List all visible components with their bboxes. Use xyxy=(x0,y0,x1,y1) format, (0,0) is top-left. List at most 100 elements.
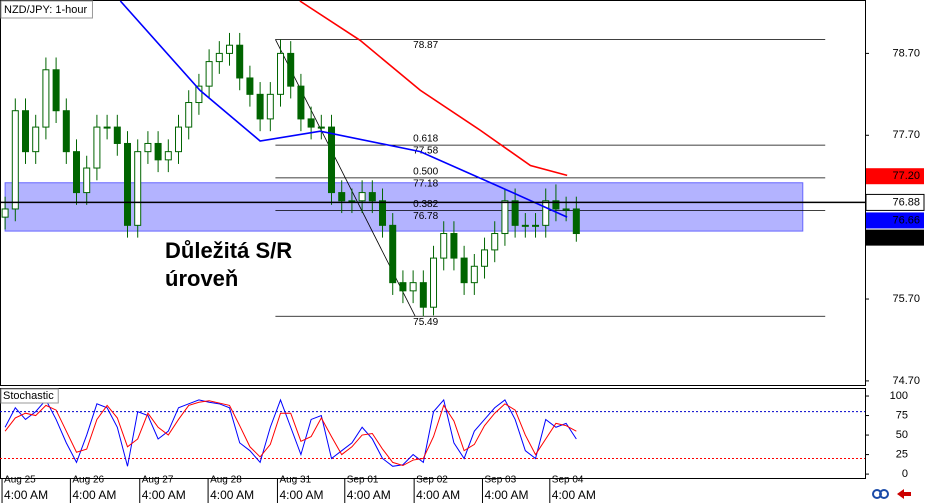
candle-body xyxy=(317,126,325,129)
x-tick-label: Aug 26 xyxy=(72,475,104,486)
price-tag-label: 76.66 xyxy=(892,214,920,226)
y-tick-label: 75.70 xyxy=(892,293,920,305)
candle-body xyxy=(195,85,203,104)
candle-body xyxy=(185,102,193,128)
candle-body xyxy=(511,200,519,226)
candle-body xyxy=(552,200,560,210)
candle-body xyxy=(287,52,295,87)
candle-body xyxy=(113,126,121,144)
candle-body xyxy=(1,208,9,218)
candle-body xyxy=(124,142,132,226)
candle-body xyxy=(358,192,366,202)
x-tick-sublabel: 4:00 AM xyxy=(142,488,186,502)
candle-body xyxy=(419,282,427,308)
candle-body xyxy=(440,233,448,259)
candle-body xyxy=(307,118,315,128)
y-tick-label: 75 xyxy=(896,409,908,421)
x-tick-sublabel: 4:00 AM xyxy=(416,488,460,502)
candle-body xyxy=(73,151,81,194)
candle-body xyxy=(399,282,407,292)
stochastic-line xyxy=(4,398,577,467)
candle-body xyxy=(226,44,234,54)
candle-body xyxy=(328,126,336,194)
x-tick-sublabel: 4:00 AM xyxy=(279,488,323,502)
candle-body xyxy=(144,142,152,153)
candle-body xyxy=(175,126,183,153)
x-tick-label: Sep 04 xyxy=(552,475,584,486)
candle-body xyxy=(532,224,540,227)
x-tick-sublabel: 4:00 AM xyxy=(72,488,116,502)
price-tag-label: 76.45 xyxy=(892,232,920,244)
price-tag-label: 77.20 xyxy=(892,170,920,182)
candle-body xyxy=(32,126,40,153)
y-tick-label: 25 xyxy=(896,448,908,460)
candle-body xyxy=(22,110,30,153)
candle-body xyxy=(379,200,387,226)
candle-body xyxy=(256,93,264,120)
candle-body xyxy=(562,208,570,211)
candle-body xyxy=(266,93,274,120)
annotation: Důležitá S/R xyxy=(165,238,292,263)
candle-body xyxy=(205,61,213,87)
y-tick-label: 50 xyxy=(896,429,908,441)
chart-title: NZD/JPY: 1-hour xyxy=(4,4,87,16)
x-tick-label: Aug 25 xyxy=(4,475,36,486)
moving-average xyxy=(119,0,568,218)
candle-body xyxy=(572,208,580,235)
candle-body xyxy=(62,110,70,153)
moving-average xyxy=(299,0,568,177)
y-tick-label: 100 xyxy=(890,390,908,402)
panel-title: Stochastic xyxy=(3,390,54,402)
candle-body xyxy=(348,200,356,203)
panel-title-box xyxy=(0,388,59,404)
y-tick-label: 0 xyxy=(902,468,908,480)
fib-ratio-label: 0.382 xyxy=(413,199,438,210)
fib-ratio-label: 0.500 xyxy=(413,166,438,177)
fib-value-label: 76.78 xyxy=(413,211,438,222)
price-tag xyxy=(866,212,924,229)
candle-body xyxy=(338,192,346,202)
back-icon[interactable] xyxy=(897,489,911,499)
price-tag-label: 76.88 xyxy=(892,196,920,208)
candle-body xyxy=(297,85,305,120)
x-tick-sublabel: 4:00 AM xyxy=(484,488,528,502)
candle-body xyxy=(389,224,397,284)
fib-value-label: 75.49 xyxy=(413,317,438,328)
x-tick-sublabel: 4:00 AM xyxy=(552,488,596,502)
candle-body xyxy=(103,126,111,129)
annotation: úroveň xyxy=(165,266,238,291)
price-tag xyxy=(866,229,924,246)
x-tick-sublabel: 4:00 AM xyxy=(347,488,391,502)
stochastic-panel xyxy=(0,388,866,479)
fib-value-label: 78.87 xyxy=(413,40,438,51)
candle-body xyxy=(521,224,529,227)
candle-body xyxy=(83,167,91,194)
candle-body xyxy=(215,52,223,63)
candle-body xyxy=(542,200,550,226)
candle-body xyxy=(236,44,244,79)
candle-body xyxy=(368,192,376,202)
candle-body xyxy=(246,77,254,95)
candle-body xyxy=(93,126,101,169)
x-tick-label: Sep 01 xyxy=(347,475,379,486)
price-panel xyxy=(0,0,866,386)
price-tag xyxy=(866,168,924,185)
candle-body xyxy=(52,69,60,112)
toolbar-icons xyxy=(872,489,911,499)
candle-body xyxy=(460,257,468,284)
fib-value-label: 77.18 xyxy=(413,178,438,189)
x-tick-sublabel: 4:00 AM xyxy=(4,488,48,502)
candle-body xyxy=(11,110,19,210)
candle-body xyxy=(450,233,458,259)
candle-body xyxy=(491,233,499,251)
stochastic-line xyxy=(4,400,577,467)
candle-body xyxy=(42,69,50,128)
link-icon-2 xyxy=(879,489,889,499)
candle-body xyxy=(277,52,285,95)
price-tag-arrow: ▼ xyxy=(870,233,878,242)
x-tick-label: Aug 28 xyxy=(210,475,242,486)
price-tag xyxy=(865,193,925,211)
candle-body xyxy=(430,257,438,308)
x-tick-label: Aug 31 xyxy=(279,475,311,486)
